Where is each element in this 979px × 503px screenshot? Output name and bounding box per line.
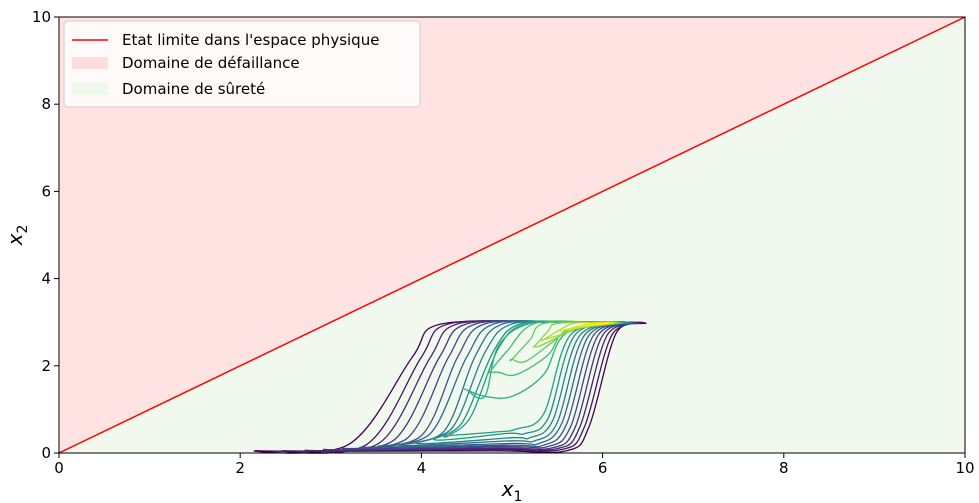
y-tick-label: 8 — [41, 95, 51, 113]
y-axis-label: x2 — [3, 225, 31, 247]
legend-item-failure-domain: Domaine de défaillance — [72, 54, 300, 72]
y-tick-label: 2 — [41, 357, 51, 375]
x-tick-label: 8 — [779, 459, 789, 477]
x-tick-label: 4 — [417, 459, 427, 477]
y-tick-label: 10 — [32, 8, 51, 26]
x-axis-label-sub: 1 — [513, 489, 522, 503]
x-tick-label: 2 — [235, 459, 245, 477]
plot-area — [58, 16, 966, 454]
x-axis-label: x1 — [501, 477, 523, 503]
y-axis-label-main: x — [3, 233, 27, 246]
y-tick-label: 4 — [41, 270, 51, 288]
contour-level-17 — [559, 321, 614, 333]
legend-label-limit-state: Etat limite dans l'espace physique — [122, 31, 379, 49]
y-axis-ticks: 0 2 4 6 8 10 — [32, 8, 59, 462]
legend-swatch-patch — [72, 83, 108, 95]
y-axis-label-sub: 2 — [15, 225, 31, 234]
legend-label-safe-domain: Domaine de sûreté — [122, 80, 265, 98]
legend-item-limit-state: Etat limite dans l'espace physique — [72, 31, 379, 49]
legend: Etat limite dans l'espace physique Domai… — [63, 20, 421, 108]
contour-level-10 — [432, 320, 627, 441]
contour-level-18 — [582, 321, 611, 327]
legend-item-safe-domain: Domaine de sûreté — [72, 80, 265, 98]
x-tick-label: 0 — [54, 459, 64, 477]
legend-box — [63, 20, 421, 108]
x-axis-ticks: 0 2 4 6 8 10 — [54, 453, 975, 477]
x-axis-label-main: x — [501, 477, 514, 501]
legend-label-failure-domain: Domaine de défaillance — [122, 54, 300, 72]
contour-level-9 — [414, 320, 629, 445]
legend-swatch-patch — [72, 57, 108, 69]
contour-level-6 — [359, 320, 635, 449]
x-tick-label: 10 — [955, 459, 974, 477]
contour-level-8 — [396, 320, 631, 447]
y-tick-label: 0 — [41, 444, 51, 462]
contour-level-1 — [253, 320, 647, 454]
contour-level-13 — [486, 320, 623, 377]
contour-level-5 — [341, 320, 637, 450]
y-tick-label: 6 — [41, 182, 51, 200]
contour-level-4 — [322, 320, 639, 451]
limit-state-line — [58, 16, 966, 454]
plot-frame — [58, 16, 966, 454]
contour-level-7 — [377, 320, 633, 448]
x-tick-label: 6 — [598, 459, 608, 477]
density-contours — [253, 320, 647, 454]
